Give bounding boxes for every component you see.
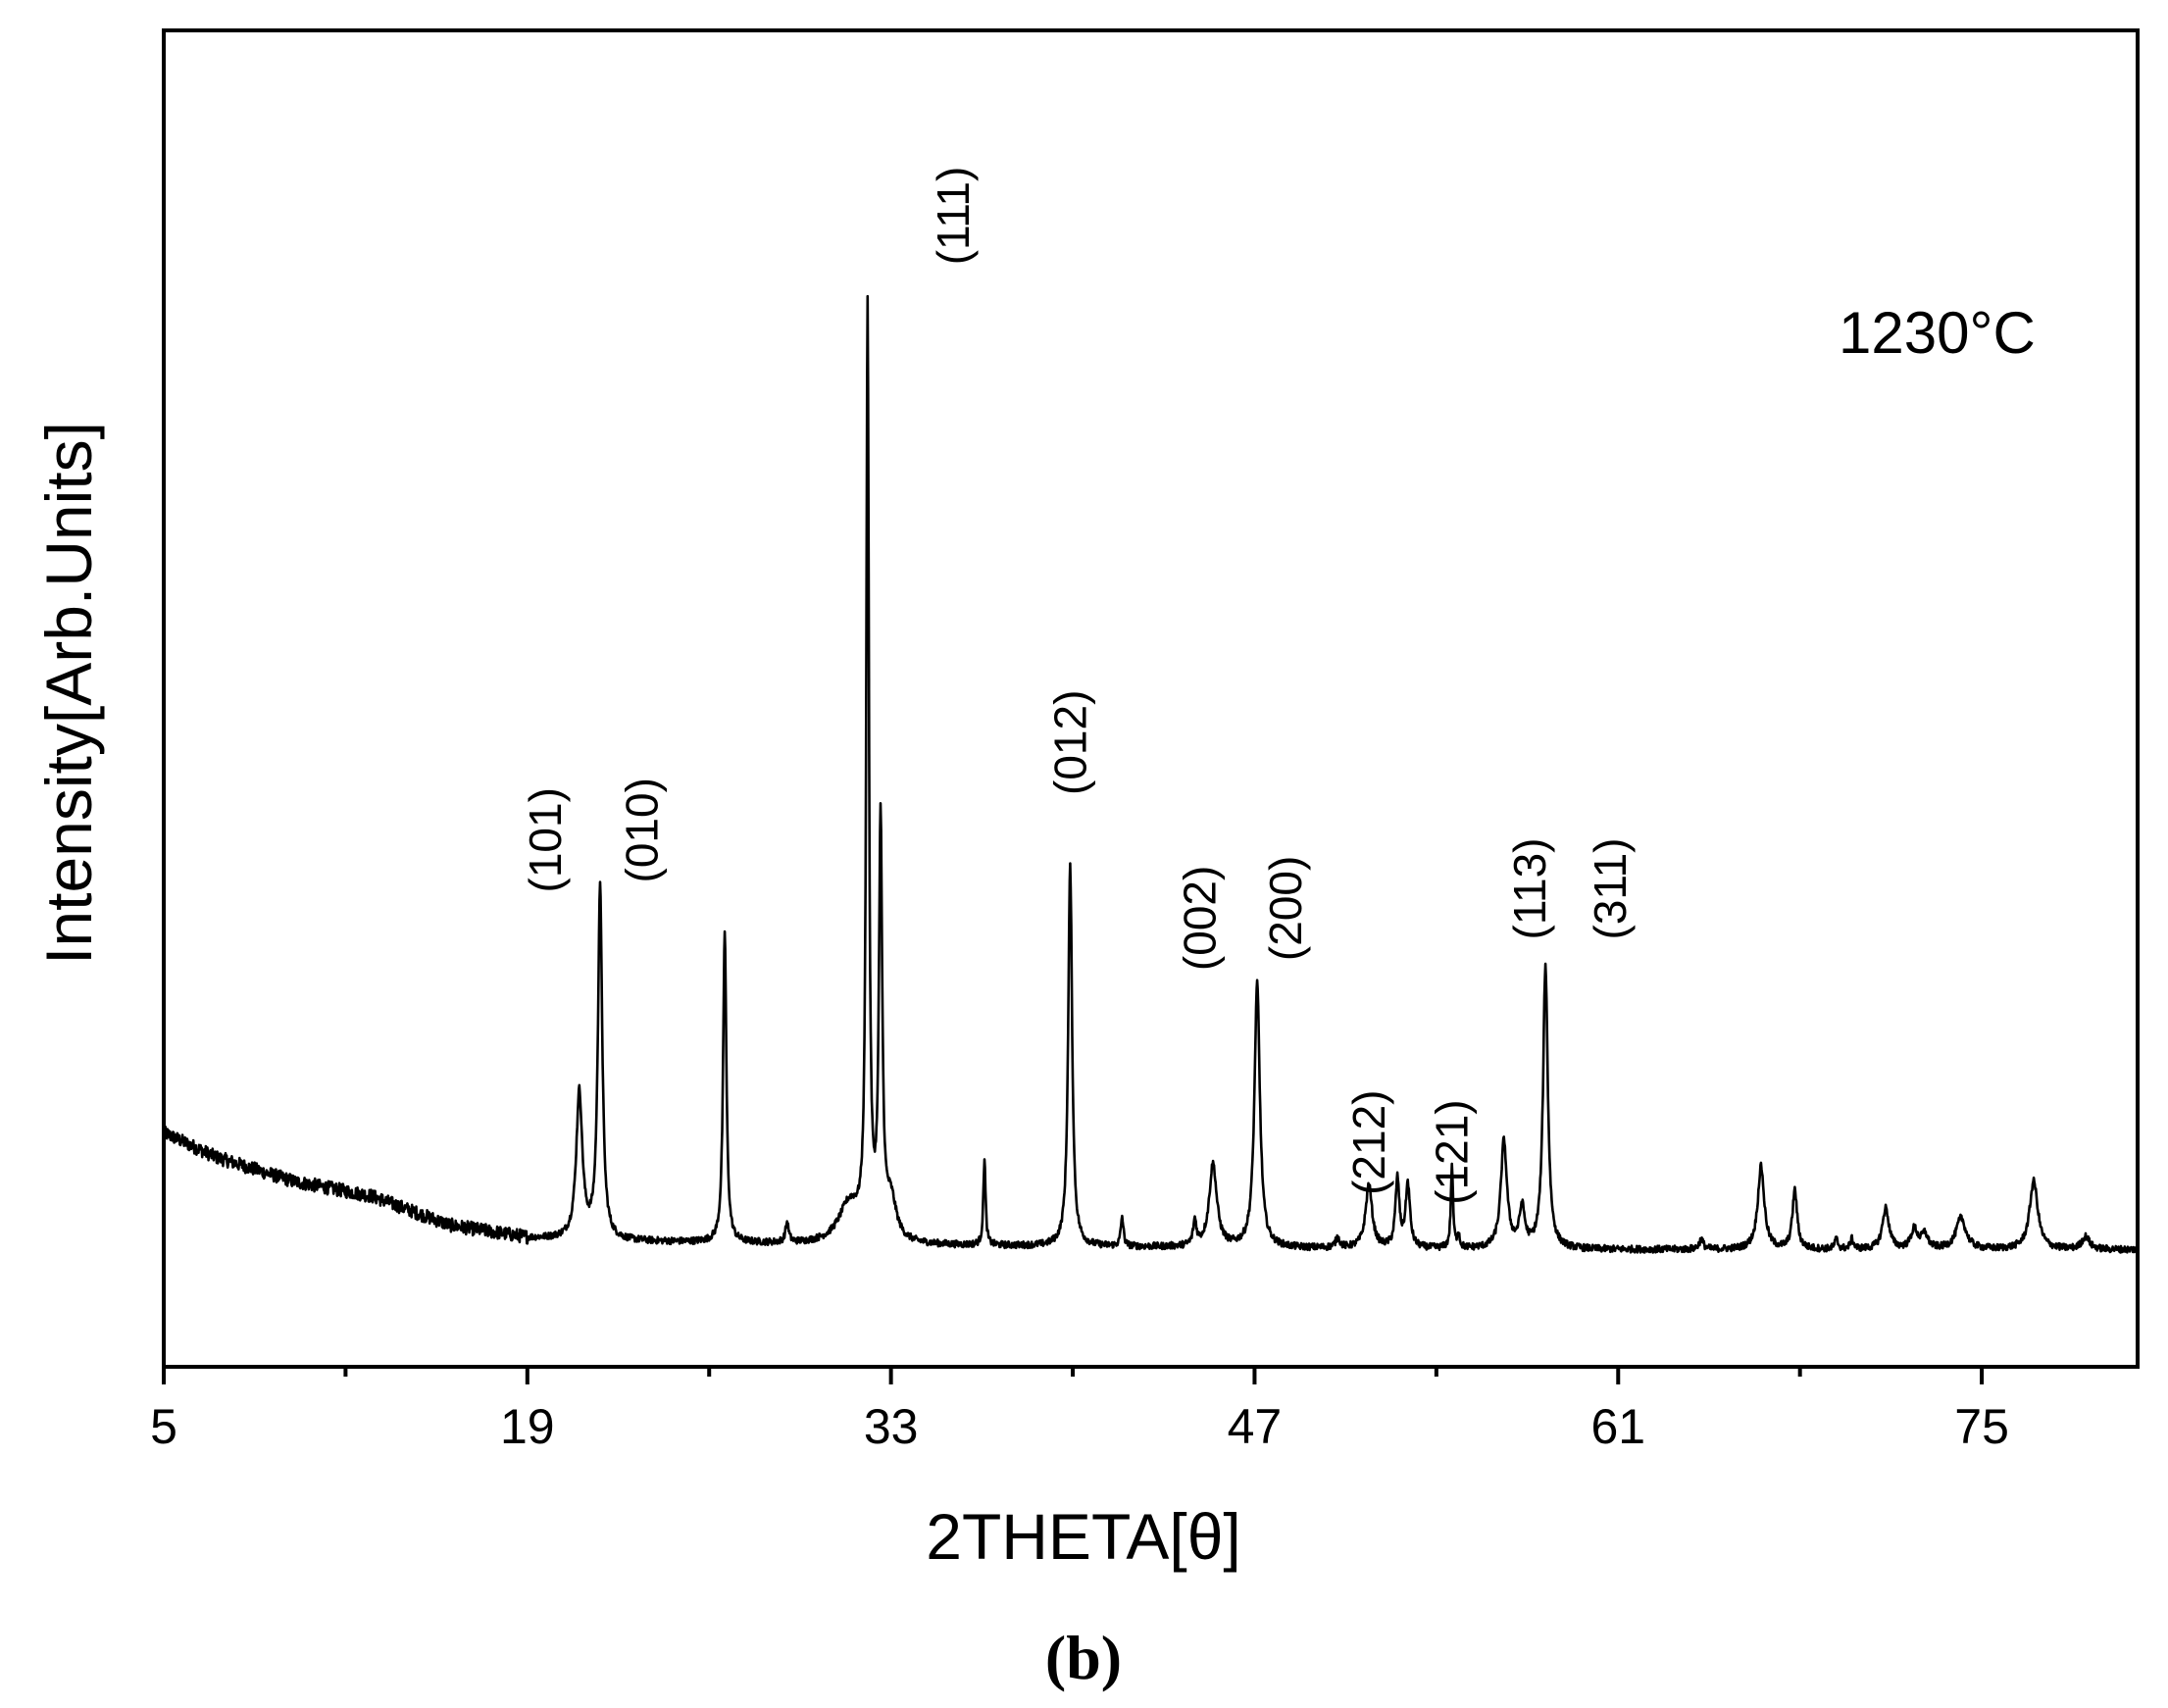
plot-frame <box>162 28 2140 1369</box>
peak-annotation: (121) <box>1427 1099 1478 1204</box>
x-tick-label: 61 <box>1590 1399 1645 1454</box>
x-tick-label: 33 <box>864 1399 919 1454</box>
x-tick-label: 5 <box>150 1399 177 1454</box>
temperature-label: 1230°C <box>1839 300 2036 366</box>
x-axis-ticks <box>162 1367 1985 1384</box>
x-tick-label: 47 <box>1228 1399 1283 1454</box>
x-axis-tick-labels: 5 19 33 47 61 75 <box>150 1399 2009 1454</box>
peak-annotation: (212) <box>1343 1090 1394 1195</box>
peak-annotation: (111) <box>928 167 979 266</box>
peak-annotation: (311) <box>1585 838 1636 940</box>
peak-annotation: (010) <box>616 778 667 882</box>
peak-annotation: (002) <box>1175 866 1226 971</box>
peak-annotation: (101) <box>520 787 571 892</box>
peak-annotation: (012) <box>1044 690 1095 795</box>
x-tick-label: 75 <box>1954 1399 2009 1454</box>
x-tick-label: 19 <box>500 1399 555 1454</box>
y-axis-title: Intensity[Arb.Units] <box>32 422 105 965</box>
peak-annotations: (101) (010) (111) (012) (002) (200) (212) (121)… <box>520 167 1636 1205</box>
panel-label: (b) <box>1045 1623 1122 1692</box>
x-axis-title: 2THETA[θ] <box>926 1500 1241 1573</box>
peak-annotation: (200) <box>1260 856 1311 961</box>
xrd-pattern-line <box>162 294 2140 1254</box>
peak-annotation: (113) <box>1504 838 1555 940</box>
